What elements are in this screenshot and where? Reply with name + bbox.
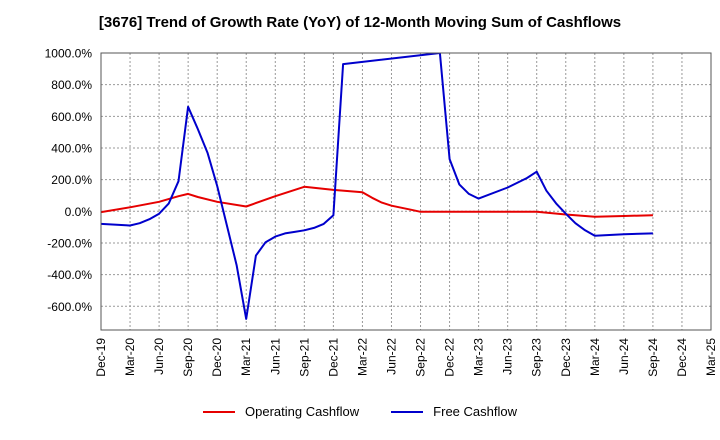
x-tick-label: Sep-23 — [530, 338, 544, 377]
y-tick-label: 400.0% — [51, 141, 92, 155]
y-tick-label: -600.0% — [47, 300, 92, 314]
x-tick-label: Sep-22 — [414, 338, 428, 377]
series-layer — [101, 53, 653, 320]
x-tick-label: Jun-23 — [501, 338, 515, 375]
y-tick-label: 200.0% — [51, 173, 92, 187]
chart-title: [3676] Trend of Growth Rate (YoY) of 12-… — [98, 14, 622, 31]
x-tick-label: Mar-21 — [239, 338, 253, 376]
x-tick-label: Mar-24 — [588, 338, 602, 376]
plot-border — [100, 52, 712, 331]
x-tick-label: Dec-19 — [94, 338, 108, 377]
x-tick-label: Dec-24 — [675, 338, 689, 377]
x-tick-label: Dec-21 — [326, 338, 340, 377]
y-tick-label: 0.0% — [65, 205, 93, 219]
series-line-free-cashflow — [101, 53, 653, 320]
x-tick-label: Jun-20 — [152, 338, 166, 375]
y-tick-label: -400.0% — [47, 268, 92, 282]
y-tick-label: 1000.0% — [45, 47, 93, 61]
x-tick-label: Dec-20 — [210, 338, 224, 377]
legend-item-operating-cashflow[interactable]: Operating Cashflow — [203, 404, 359, 419]
x-tick-label: Mar-22 — [355, 338, 369, 376]
legend: Operating Cashflow Free Cashflow — [0, 404, 720, 419]
x-tick-label: Sep-21 — [297, 338, 311, 377]
x-tick-label: Jun-24 — [617, 338, 631, 375]
x-tick-label: Sep-24 — [646, 338, 660, 377]
x-tick-label: Mar-25 — [704, 338, 718, 376]
x-tick-label: Mar-23 — [472, 338, 486, 376]
y-tick-label: 800.0% — [51, 78, 92, 92]
x-tick-label: Dec-23 — [559, 338, 573, 377]
y-tick-label: 600.0% — [51, 110, 92, 124]
legend-label-free: Free Cashflow — [433, 404, 517, 419]
x-tick-label: Jun-22 — [384, 338, 398, 375]
legend-label-operating: Operating Cashflow — [245, 404, 360, 419]
legend-swatch-operating — [203, 410, 235, 413]
grid-layer — [100, 52, 712, 330]
legend-swatch-free — [391, 410, 424, 413]
legend-item-free-cashflow[interactable]: Free Cashflow — [391, 404, 517, 419]
x-tick-label: Jun-21 — [268, 338, 282, 375]
x-tick-label: Sep-20 — [181, 338, 195, 377]
x-tick-label: Dec-22 — [443, 338, 457, 377]
y-tick-label: -200.0% — [47, 236, 92, 250]
plot-background — [101, 53, 711, 330]
x-tick-label: Mar-20 — [123, 338, 137, 376]
series-line-operating-cashflow — [101, 185, 653, 218]
axis-layer: 1000.0% 800.0% 600.0% 400.0% 200.0% 0.0% -200.… — [45, 47, 718, 377]
